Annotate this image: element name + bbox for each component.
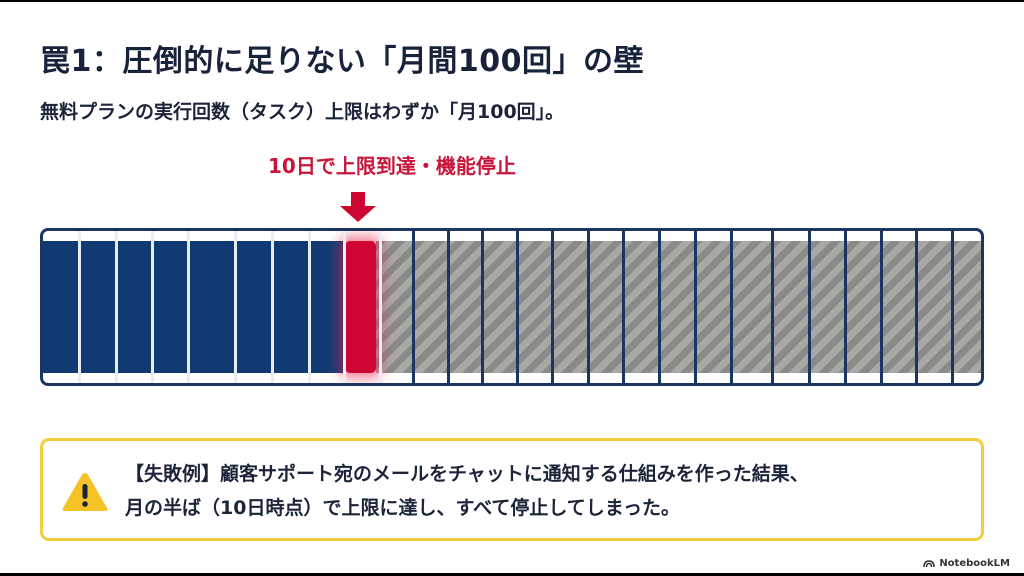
- segment-divider: [951, 231, 954, 383]
- segment-divider: [880, 231, 883, 383]
- segment-divider: [771, 231, 774, 383]
- segment-divider: [481, 231, 484, 383]
- segment-divider: [844, 231, 847, 383]
- segment-divider: [379, 231, 382, 383]
- warning-triangle-icon: [62, 473, 108, 511]
- failure-example-line-2: 月の半ば（10日時点）で上限に達し、すべて停止してしまった。: [125, 497, 681, 519]
- limit-callout-label: 10日で上限到達・機能停止: [268, 154, 516, 178]
- frame-bottom-bar: [0, 573, 1024, 576]
- segment-divider: [78, 231, 81, 383]
- segment-divider: [730, 231, 733, 383]
- segment-divider: [808, 231, 811, 383]
- segment-divider: [271, 231, 274, 383]
- slide-subtitle: 無料プランの実行回数（タスク）上限はわずか「月100回」。: [40, 101, 565, 123]
- segment-divider: [587, 231, 590, 383]
- down-arrow-icon: [340, 192, 376, 222]
- segment-divider: [915, 231, 918, 383]
- segment-divider: [622, 231, 625, 383]
- segment-divider: [115, 231, 118, 383]
- limit-reached-segment: [345, 241, 376, 373]
- frame-top-bar: [0, 0, 1024, 2]
- notebooklm-logo-icon: [923, 560, 936, 568]
- segment-divider: [694, 231, 697, 383]
- watermark-label: NotebookLM: [939, 558, 1010, 569]
- segment-divider: [308, 231, 311, 383]
- monthly-usage-bar: [40, 228, 984, 386]
- segment-divider: [234, 231, 237, 383]
- segment-divider: [551, 231, 554, 383]
- segment-divider: [516, 231, 519, 383]
- segment-divider: [187, 231, 190, 383]
- segment-dividers: [43, 231, 981, 383]
- segment-divider: [412, 231, 415, 383]
- segment-divider: [343, 231, 346, 383]
- failure-example-text: 【失敗例】顧客サポート宛のメールをチャットに通知する仕組みを作った結果、 月の半…: [125, 457, 809, 525]
- used-tasks-fill: [43, 241, 343, 373]
- segment-divider: [658, 231, 661, 383]
- segment-divider: [447, 231, 450, 383]
- notebooklm-watermark: NotebookLM: [923, 558, 1010, 569]
- failure-example-line-1: 【失敗例】顧客サポート宛のメールをチャットに通知する仕組みを作った結果、: [125, 463, 809, 485]
- failure-example-box: 【失敗例】顧客サポート宛のメールをチャットに通知する仕組みを作った結果、 月の半…: [40, 438, 984, 541]
- segment-divider: [151, 231, 154, 383]
- slide-title: 罠1：圧倒的に足りない「月間100回」の壁: [40, 44, 644, 79]
